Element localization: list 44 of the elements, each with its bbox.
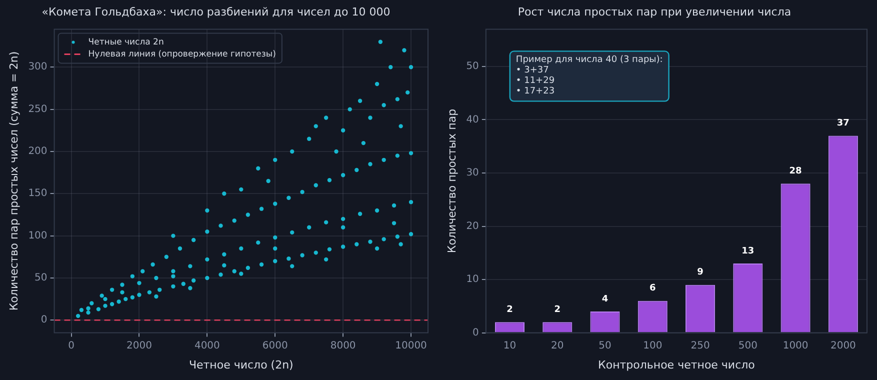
x-tick-label: 100 [643,340,662,352]
data-label: 2 [554,304,561,315]
annotation: Пример для числа 40 (3 пары): • 3+37 • 11+29 • 17+23 [516,55,663,97]
y-tick-label: 40 [466,114,479,126]
data-label: 13 [742,246,754,256]
y-axis-title: Количество простых пар [445,108,458,254]
y-tick-label: 250 [28,104,48,115]
x-tick-label: 10 [503,340,516,352]
legend-label: Четные числа 2n [88,37,164,48]
data-label: 9 [697,268,704,278]
data-label: 28 [789,166,802,177]
y-tick-label: 50 [466,61,479,72]
data-label: 4 [602,294,608,304]
x-tick-label: 2000 [830,340,856,352]
x-axis-title: Контрольное четное число [598,358,756,372]
x-tick-label: 6000 [262,340,288,352]
data-label: 37 [836,118,850,129]
legend-label: Нулевая линия (опровержение гипотезы) [88,49,276,60]
x-tick-label: 8000 [330,340,356,352]
x-tick-label: 20 [551,340,564,352]
y-tick-label: 100 [28,230,48,242]
y-axis-title: Количество пар простых чисел (сумма = 2n) [7,51,20,311]
y-tick-label: 30 [466,168,479,179]
y-tick-label: 200 [28,146,48,158]
y-tick-label: 20 [466,220,479,232]
chart-title: Рост числа простых пар при увеличении числа [518,5,792,18]
y-tick-label: 10 [466,274,479,286]
x-tick-label: 250 [690,340,710,352]
x-tick-label: 50 [598,340,612,352]
x-axis-title: Четное число (2n) [188,358,294,372]
chart-title: «Комета Гольдбаха»: число разбиений для чисел до 10 000 [42,5,390,18]
x-tick-label: 1000 [782,340,808,352]
y-tick-label: 0 [40,314,48,326]
x-tick-label: 2000 [126,340,152,352]
x-tick-label: 0 [68,340,74,352]
data-label: 6 [650,284,656,294]
x-tick-label: 500 [738,340,758,352]
x-tick-label: 4000 [194,340,220,352]
x-tick-label: 10000 [395,340,427,352]
y-tick-label: 150 [28,188,48,200]
data-label: 2 [506,304,513,315]
y-tick-label: 50 [34,272,48,284]
y-tick-label: 300 [28,62,48,73]
y-tick-label: 0 [472,327,479,338]
